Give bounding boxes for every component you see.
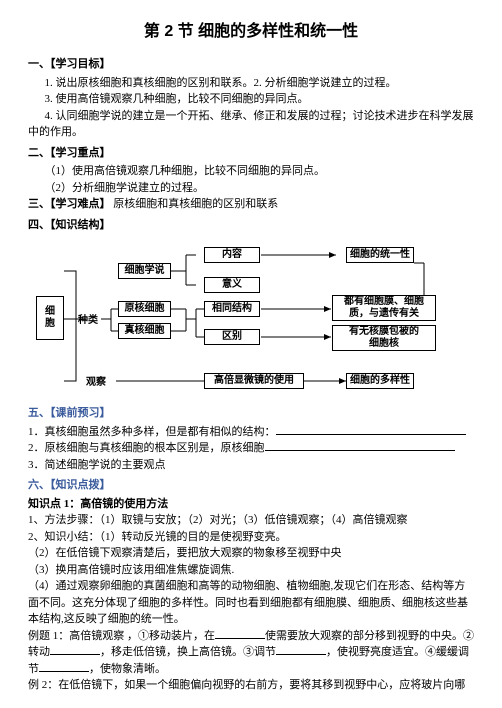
sec2-p2: （2）分析细胞学说建立的过程。 (28, 180, 474, 197)
box-qubie: 区别 (204, 329, 260, 345)
box-duoyang: 细胞的多样性 (346, 373, 414, 389)
sec5-head: 五、【课前预习】 (28, 405, 474, 422)
box-douyou: 都有细胞膜、细胞 质，与遗传有关 (332, 295, 436, 321)
ex2: 例 2：在低倍镜下，如果一个细胞偏向视野的右前方，要将其移到视野中心，应将玻片向… (28, 677, 474, 694)
sec1-head: 一、【学习目标】 (28, 56, 474, 73)
box-tongyi: 细胞的统一性 (346, 247, 414, 263)
box-yiyi: 意义 (204, 277, 260, 293)
box-cell: 细 胞 (36, 296, 64, 340)
box-neirong: 内容 (204, 247, 260, 263)
sec1-p1: 1. 说出原核细胞和真核细胞的区别和联系。2. 分析细胞学说建立的过程。 (28, 75, 474, 92)
sec3-line: 三、【学习难点】 原核细胞和真核细胞的区别和联系 (28, 196, 474, 213)
sec5-q1: 1．真核细胞虽然多种多样，但是都有相似的结构： (28, 424, 474, 441)
lbl-zhonglei: 种类 (78, 313, 98, 328)
k1-1: 1、方法步骤：（1）取镜与安放；（2）对光；（3）低倍镜观察；（4）高倍镜观察 (28, 512, 474, 529)
sec1-p3: 4. 认同细胞学说的建立是一个开拓、继承、修正和发展的过程；讨论技术进步在科学发… (28, 108, 474, 141)
box-xiangtong: 相同结构 (204, 301, 260, 317)
sec2-head: 二、【学习重点】 (28, 145, 474, 162)
page-title: 第 2 节 细胞的多样性和统一性 (28, 20, 474, 44)
sec5-q3: 3．简述细胞学说的主要观点 (28, 457, 474, 474)
sec2-p1: （1）使用高倍镜观察几种细胞，比较不同细胞的异同点。 (28, 163, 474, 180)
box-xueshuo: 细胞学说 (118, 263, 171, 279)
lbl-guancha: 观察 (86, 375, 106, 390)
sec6-head: 六、【知识点拨】 (28, 477, 474, 494)
sec3-head: 三、【学习难点】 (28, 198, 111, 210)
sec5-q2: 2．原核细胞与真核细胞的根本区别是，原核细胞 (28, 440, 474, 457)
sec3-tail: 原核细胞和真核细胞的区别和联系 (111, 198, 279, 210)
box-youwu: 有无核膜包被的 细胞核 (332, 325, 436, 351)
k1-2c: （3）换用高倍镜时应该用细准焦螺旋调焦. (28, 562, 474, 579)
box-zhenhe: 真核细胞 (118, 323, 171, 339)
knowledge-diagram: 细 胞 细胞学说 种类 原核细胞 真核细胞 观察 内容 意义 相同结构 区别 高… (36, 241, 466, 399)
sec4-head: 四、【知识结构】 (28, 217, 474, 234)
box-yuanhe: 原核细胞 (118, 301, 171, 317)
k1-2b: （2）在低倍镜下观察清楚后，要把放大观察的物象移至视野中央 (28, 545, 474, 562)
k1-2d: （4）通过观察卵细胞的真菌细胞和高等的动物细胞、植物细胞,发现它们在形态、结构等… (28, 578, 474, 628)
box-gaobei: 高倍显微镜的使用 (204, 373, 304, 389)
ex1: 例题 1：高倍镜观察 ，①移动装片，在使需要放大观察的部分移到视野的中央。②转动… (28, 628, 474, 678)
k1-head: 知识点 1：高倍镜的使用方法 (28, 496, 474, 513)
k1-2: 2、知识小结：（1）转动反光镜的目的是使视野变亮。 (28, 529, 474, 546)
sec1-p2: 3. 使用高倍镜观察几种细胞，比较不同细胞的异同点。 (28, 91, 474, 108)
